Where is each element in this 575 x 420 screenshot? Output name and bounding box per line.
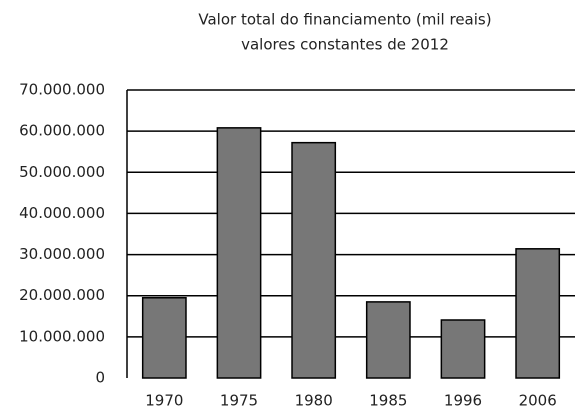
bar: [365, 301, 411, 379]
y-tick-label: 20.000.000: [19, 286, 105, 304]
chart-subtitle: valores constantes de 2012: [241, 36, 449, 54]
y-tick-label: 0: [95, 369, 105, 387]
bar: [216, 127, 262, 379]
x-tick-label: 1970: [145, 392, 183, 410]
x-tick-label: 1980: [295, 392, 333, 410]
chart-title: Valor total do financiamento (mil reais): [198, 11, 491, 29]
y-tick-label: 30.000.000: [19, 245, 105, 263]
x-tick-label: 2006: [519, 392, 557, 410]
y-tick-label: 50.000.000: [19, 163, 105, 181]
x-tick-label: 1985: [369, 392, 407, 410]
y-tick-label: 40.000.000: [19, 204, 105, 222]
bar: [440, 319, 486, 379]
x-tick-label: 1996: [444, 392, 482, 410]
y-tick-label: 10.000.000: [19, 327, 105, 345]
y-tick-label: 60.000.000: [19, 122, 105, 140]
bar: [141, 297, 187, 379]
y-tick-label: 70.000.000: [19, 81, 105, 99]
x-tick-label: 1975: [220, 392, 258, 410]
bar: [291, 141, 337, 379]
bar: [515, 248, 561, 379]
